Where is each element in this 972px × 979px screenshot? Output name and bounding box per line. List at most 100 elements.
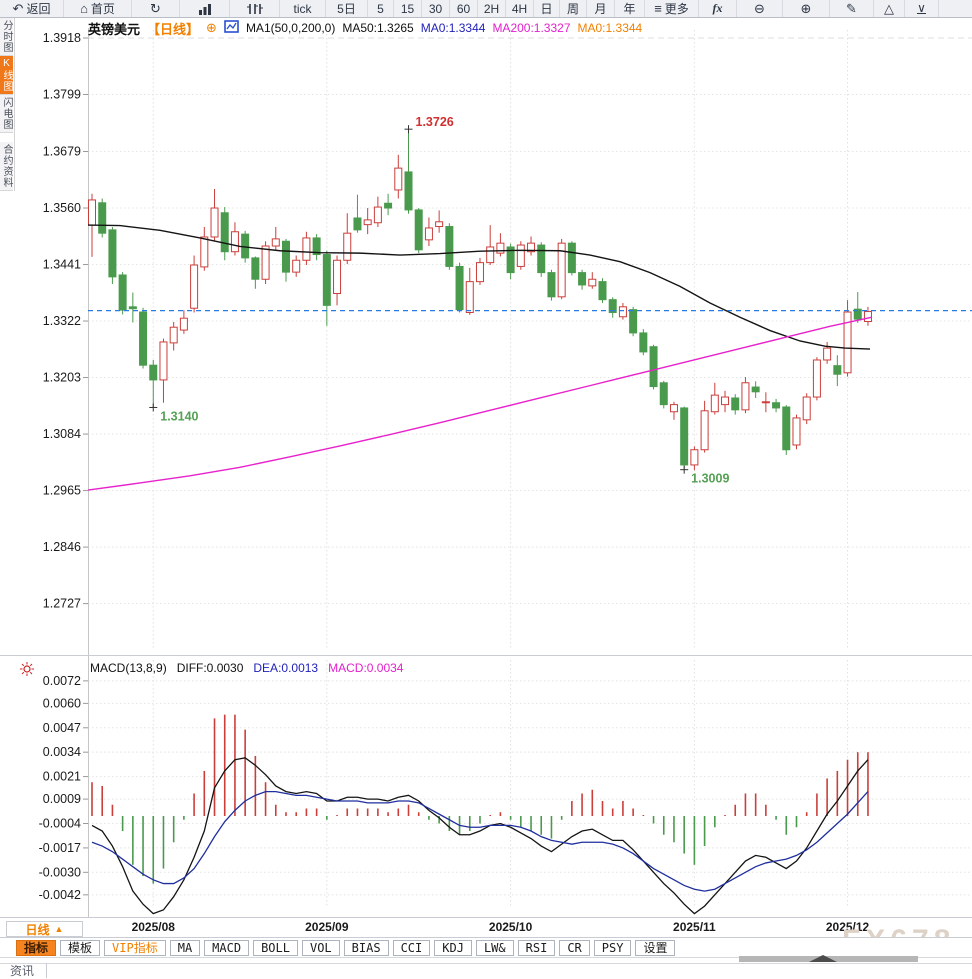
toolbar-fx-button[interactable]: fx [699,0,737,17]
candle [782,406,791,451]
ma-settings: MA1(50,0,200,0) [245,21,336,35]
tab-cr[interactable]: CR [559,939,590,956]
toolbar-period-week-button[interactable]: 周 [560,0,587,17]
price-annotation: 1.3140 [149,403,199,423]
toolbar-zoom-in-button[interactable]: ⊕ [783,0,830,17]
candle [741,382,750,411]
sidebar-item-contract-info[interactable]: 合约资料 [0,142,13,191]
toolbar-zoom-out-button[interactable]: ⊖ [737,0,783,17]
candle [547,272,556,298]
toolbar-period-5d-button[interactable]: 5日 [326,0,368,17]
candle [639,332,648,353]
fx-icon: fx [712,1,723,15]
toolbar-label: 60 [456,1,471,16]
scrollbar-grip-icon[interactable] [805,950,841,963]
tab-vip-indicator[interactable]: VIP指标 [104,939,166,956]
sidebar-item-lightning-chart[interactable]: 闪电图 [0,95,13,133]
candle [629,309,638,334]
toolbar-label: 年 [623,2,636,16]
toolbar-back-button[interactable]: ↶ 返回 [0,0,64,17]
triangle-up-icon: △ [884,1,894,16]
candle [333,259,342,294]
tab-rsi[interactable]: RSI [517,939,556,956]
price-axis-label: 1.3679 [43,145,81,159]
toolbar-period-year-button[interactable]: 年 [615,0,645,17]
tab-cci[interactable]: CCI [392,939,431,956]
month-label: 2025/10 [489,920,533,934]
candle [761,401,770,404]
candle [139,311,148,366]
toolbar-tick-button[interactable]: tick [280,0,326,17]
ma50-value: MA50:1.3265 [342,21,414,35]
toolbar-period-5-button[interactable]: 5 [368,0,394,17]
toolbar-triangle-up-button[interactable]: △ [874,0,905,17]
toolbar-more-button[interactable]: ≡ 更多 [645,0,699,17]
candle [241,233,250,259]
toolbar-label: 更多 [664,2,689,16]
tab-boll[interactable]: BOLL [253,939,298,956]
add-indicator-icon[interactable]: ⊕ [206,20,217,35]
candle [302,237,311,261]
toolbar-home-button[interactable]: ⌂ 首页 [64,0,132,17]
tab-bias[interactable]: BIAS [343,939,389,956]
toolbar-period-day-button[interactable]: 日 [534,0,560,17]
toolbar-period-4h-button[interactable]: 4H [506,0,534,17]
tab-template[interactable]: 模板 [60,939,101,956]
macd-header: MACD(13,8,9) DIFF:0.0030 DEA:0.0013 MACD… [90,661,403,675]
tab-ma[interactable]: MA [169,939,201,956]
candle [179,317,188,331]
toolbar-period-2h-button[interactable]: 2H [478,0,506,17]
toolbar-draw-button[interactable]: ✎ [830,0,874,17]
candle [271,238,280,247]
candle [373,206,382,224]
toolbar-period-30-button[interactable]: 30 [422,0,450,17]
tab-macd[interactable]: MACD [204,939,250,956]
toolbar-bar-chart-button[interactable] [180,0,230,17]
tab-lw[interactable]: LW& [475,939,514,956]
price-axis-label: 1.3560 [43,201,81,215]
sidebar-item-timeshare-chart[interactable]: 分时图 [0,18,13,56]
candle [823,347,832,361]
toolbar-period-60-button[interactable]: 60 [450,0,478,17]
separator-above-news [0,963,972,964]
toolbar-period-15-button[interactable]: 15 [394,0,422,17]
tab-settings[interactable]: 设置 [635,939,676,956]
toolbar-volume-button[interactable] [230,0,280,17]
candle [281,240,290,273]
toolbar-period-month-button[interactable]: 月 [587,0,615,17]
candle [833,365,842,375]
candle [710,394,719,413]
sidebar-item-kline-chart[interactable]: K线图 [0,56,13,95]
candle [792,417,801,446]
current-period-selector[interactable]: 日线 ▲ [6,921,83,937]
candle [312,237,321,256]
candle [169,326,178,344]
candle [384,202,393,209]
ma50-line [87,224,871,350]
toolbar-refresh-button[interactable]: ↻ [132,0,180,17]
candle [598,281,607,301]
price-annotation: 1.3726 [404,115,454,134]
period-up-arrow-icon: ▲ [54,924,64,934]
macd-axis-label: -0.0030 [39,865,81,879]
tab-indicator[interactable]: 指标 [16,939,57,956]
separator-above-tabs [0,937,972,938]
candle [353,217,362,231]
tick-bars-icon [246,3,263,14]
indicator-sun-icon[interactable] [20,662,34,681]
macd-value: MACD:0.0034 [328,661,404,675]
toolbar-collapse-button[interactable]: ∨ [905,0,939,17]
candle [445,226,454,267]
candle [424,227,433,241]
x-axis-line [0,917,972,918]
macd-axis-label: 0.0021 [43,770,81,784]
grid-lines: 1.3918 1.3799 1.3679 1.3560 1.3441 1.3322 1.32… [39,28,972,934]
candle [690,449,699,466]
tab-vol[interactable]: VOL [301,939,340,956]
candle [118,274,127,311]
tab-kdj[interactable]: KDJ [434,939,472,956]
news-tab[interactable]: 资讯 [0,963,47,978]
tab-psy[interactable]: PSY [593,939,632,956]
month-label: 2025/09 [305,920,349,934]
